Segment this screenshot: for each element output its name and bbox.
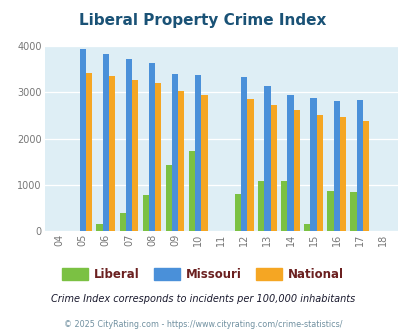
Bar	[356, 100, 362, 231]
Text: © 2025 CityRating.com - https://www.cityrating.com/crime-statistics/: © 2025 CityRating.com - https://www.city…	[64, 319, 341, 329]
Bar	[194, 75, 201, 231]
Bar	[247, 99, 253, 231]
Bar	[172, 74, 178, 231]
Bar	[201, 95, 207, 231]
Bar	[281, 181, 287, 231]
Legend: Liberal, Missouri, National: Liberal, Missouri, National	[58, 263, 347, 286]
Bar	[149, 63, 155, 231]
Bar	[362, 121, 368, 231]
Bar	[142, 195, 149, 231]
Bar	[293, 111, 299, 231]
Bar	[155, 83, 161, 231]
Bar	[303, 224, 310, 231]
Bar	[333, 101, 339, 231]
Bar	[109, 76, 115, 231]
Bar	[258, 181, 264, 231]
Bar	[126, 59, 132, 231]
Bar	[96, 224, 102, 231]
Bar	[234, 194, 241, 231]
Text: Crime Index corresponds to incidents per 100,000 inhabitants: Crime Index corresponds to incidents per…	[51, 294, 354, 304]
Bar	[86, 73, 92, 231]
Bar	[350, 192, 356, 231]
Bar	[287, 95, 293, 231]
Bar	[264, 86, 270, 231]
Bar	[178, 90, 184, 231]
Bar	[339, 117, 345, 231]
Bar	[119, 213, 126, 231]
Bar	[132, 80, 138, 231]
Bar	[79, 49, 86, 231]
Bar	[310, 98, 316, 231]
Bar	[270, 105, 276, 231]
Bar	[326, 191, 333, 231]
Bar	[165, 165, 172, 231]
Bar	[316, 115, 322, 231]
Bar	[241, 77, 247, 231]
Text: Liberal Property Crime Index: Liberal Property Crime Index	[79, 13, 326, 28]
Bar	[188, 151, 194, 231]
Bar	[102, 54, 109, 231]
